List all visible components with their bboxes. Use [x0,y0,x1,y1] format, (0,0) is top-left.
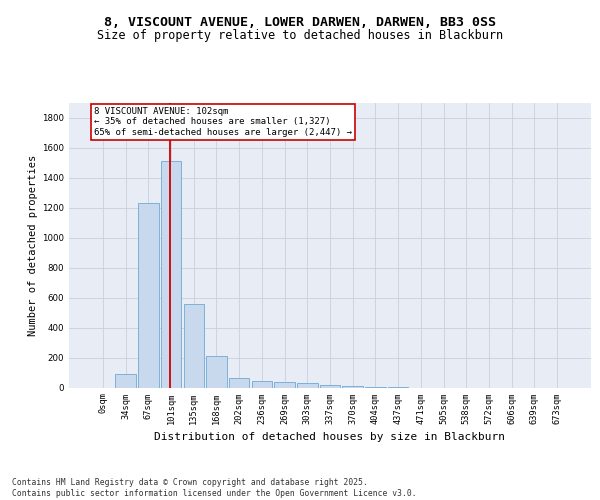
Bar [229,378,250,388]
Bar [115,374,136,388]
Bar [320,385,340,388]
Bar [206,356,227,388]
Bar [138,203,158,388]
Text: Contains HM Land Registry data © Crown copyright and database right 2025.
Contai: Contains HM Land Registry data © Crown c… [12,478,416,498]
Text: Size of property relative to detached houses in Blackburn: Size of property relative to detached ho… [97,28,503,42]
Bar [274,382,295,388]
Bar [343,386,363,388]
Text: 8 VISCOUNT AVENUE: 102sqm
← 35% of detached houses are smaller (1,327)
65% of se: 8 VISCOUNT AVENUE: 102sqm ← 35% of detac… [94,107,352,137]
Bar [184,304,204,388]
Text: 8, VISCOUNT AVENUE, LOWER DARWEN, DARWEN, BB3 0SS: 8, VISCOUNT AVENUE, LOWER DARWEN, DARWEN… [104,16,496,29]
X-axis label: Distribution of detached houses by size in Blackburn: Distribution of detached houses by size … [155,432,505,442]
Bar [251,381,272,388]
Bar [161,161,181,388]
Bar [297,384,317,388]
Y-axis label: Number of detached properties: Number of detached properties [28,154,38,336]
